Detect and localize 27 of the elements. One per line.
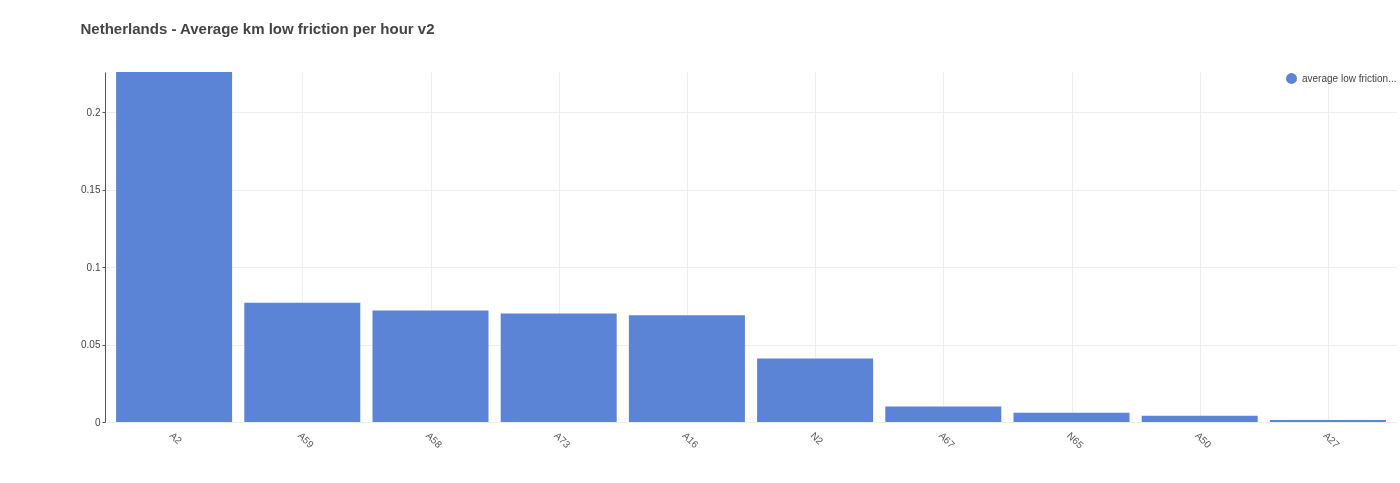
x-tick-label: A27 <box>1321 429 1342 451</box>
x-tick-label: A58 <box>423 429 445 451</box>
bar <box>1269 419 1386 422</box>
bar <box>244 302 361 422</box>
bar <box>1013 412 1130 422</box>
bar <box>757 358 874 422</box>
x-tick-label: A16 <box>680 429 701 451</box>
y-tick-label: 0.05 <box>81 339 101 351</box>
x-tick-label: A59 <box>295 429 317 451</box>
x-tick-label: A2 <box>167 429 185 447</box>
bar <box>116 72 233 422</box>
x-tick-label: A73 <box>552 429 573 451</box>
bar <box>1141 415 1258 422</box>
chart-title: Netherlands - Average km low friction per hour v2 <box>80 20 435 37</box>
bar <box>628 315 745 422</box>
x-tick-label: A67 <box>936 429 958 451</box>
x-tick-label: N2 <box>808 429 826 447</box>
x-tick-label: A50 <box>1193 429 1214 451</box>
y-tick-label: 0 <box>94 416 101 428</box>
y-tick-label: 0.2 <box>86 106 101 118</box>
bar <box>372 310 489 422</box>
x-tick-label: N65 <box>1064 429 1086 451</box>
bar <box>885 406 1002 422</box>
y-tick-label: 0.1 <box>86 261 101 273</box>
legend-label: average low friction... <box>1302 72 1397 84</box>
bar <box>500 313 617 422</box>
y-tick-label: 0.15 <box>81 184 101 196</box>
